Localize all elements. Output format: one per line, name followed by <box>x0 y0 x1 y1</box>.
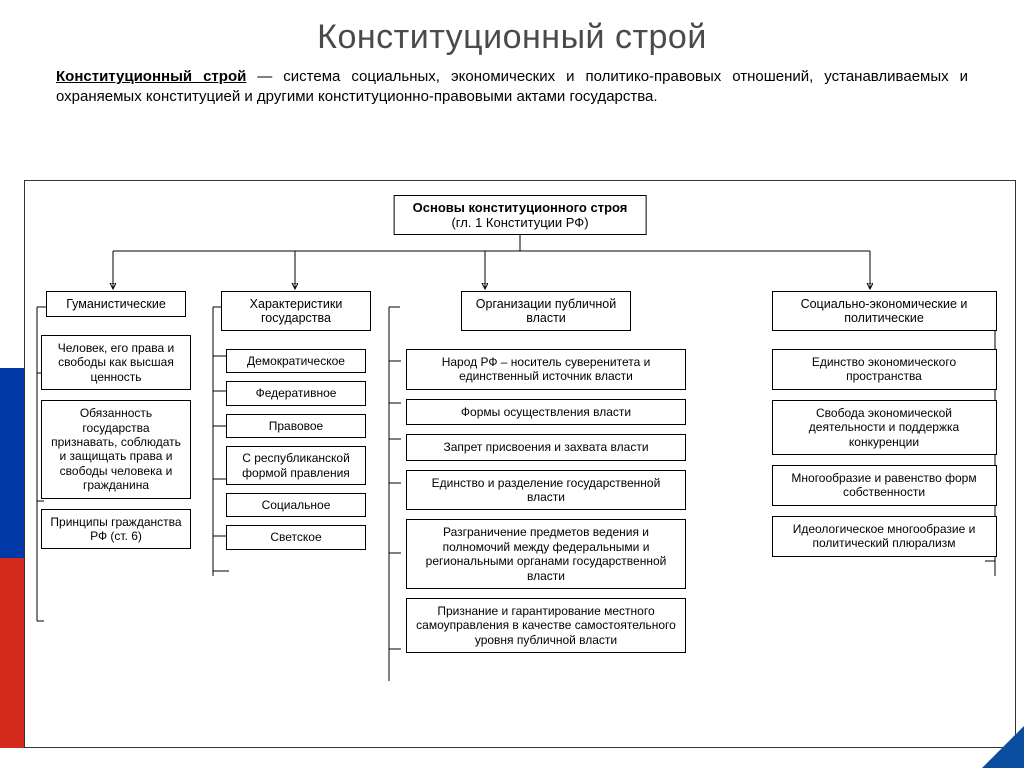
definition-text: Конституционный строй — система социальн… <box>0 67 1024 122</box>
column-humanistic: Гуманистические Человек, его права и сво… <box>31 291 201 739</box>
node-box: Светское <box>226 525 366 549</box>
node-box: Принципы гражданства РФ (ст. 6) <box>41 509 191 550</box>
node-box: Обязанность государства признавать, собл… <box>41 400 191 498</box>
column-state-characteristics: Характеристики государства Демократическ… <box>201 291 391 739</box>
slide-corner-fold <box>982 726 1024 768</box>
node-box: Демократическое <box>226 349 366 373</box>
column-header: Характеристики государства <box>221 291 371 331</box>
node-box: Социальное <box>226 493 366 517</box>
node-box: Запрет присвоения и захвата власти <box>406 434 686 460</box>
flag-blue-stripe <box>0 368 24 558</box>
column-header: Социально-экономические и политические <box>772 291 997 331</box>
column-spacer <box>701 291 759 739</box>
definition-term: Конституционный строй <box>56 68 246 85</box>
root-node: Основы конституционного строя (гл. 1 Кон… <box>394 195 647 235</box>
node-box: Правовое <box>226 414 366 438</box>
root-subtitle: (гл. 1 Конституции РФ) <box>413 215 628 230</box>
node-box: Федеративное <box>226 381 366 405</box>
root-title: Основы конституционного строя <box>413 200 628 215</box>
node-box: Формы осуществления власти <box>406 399 686 425</box>
flag-white-stripe <box>0 178 24 368</box>
columns-row: Гуманистические Человек, его права и сво… <box>25 291 1015 739</box>
node-box: Признание и гарантирование местного само… <box>406 598 686 653</box>
column-header: Организации публичной власти <box>461 291 631 331</box>
flag-red-stripe <box>0 558 24 748</box>
page-title: Конституционный строй <box>0 0 1024 67</box>
node-box: Единство экономического пространства <box>772 349 997 390</box>
node-box: С республи­канской формой правления <box>226 446 366 485</box>
node-box: Свобода экономической деятельности и под… <box>772 400 997 455</box>
column-header: Гуманистические <box>46 291 186 317</box>
node-box: Народ РФ – носитель суверенитета и единс… <box>406 349 686 390</box>
diagram-container: Основы конституционного строя (гл. 1 Кон… <box>24 180 1016 748</box>
node-box: Единство и разделение государственной вл… <box>406 470 686 511</box>
node-box: Человек, его права и свободы как высшая … <box>41 335 191 390</box>
node-box: Разграничение предметов ведения и полном… <box>406 519 686 589</box>
node-box: Идеологическое много­образие и политичес… <box>772 516 997 557</box>
node-box: Многообразие и равенство форм собственно… <box>772 465 997 506</box>
column-socio-economic: Социально-экономические и политические Е… <box>759 291 1009 739</box>
column-public-authority: Организации публичной власти Народ РФ – … <box>391 291 701 739</box>
